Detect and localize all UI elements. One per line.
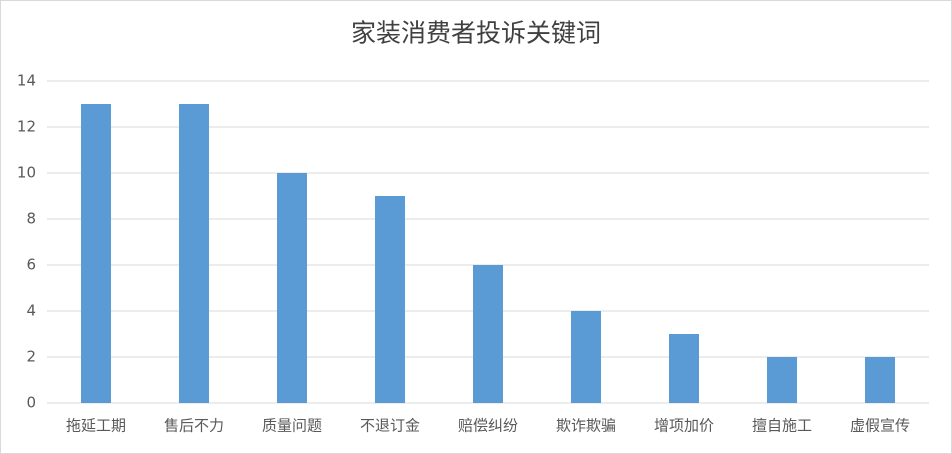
x-tick-label: 拖延工期: [66, 417, 126, 435]
y-tick-label: 12: [17, 118, 36, 136]
bar: [473, 265, 503, 403]
y-tick-label: 6: [26, 256, 36, 274]
y-tick-label: 0: [26, 394, 36, 412]
y-tick-label: 2: [26, 348, 36, 366]
y-tick-label: 10: [17, 164, 36, 182]
x-tick-label: 欺诈欺骗: [556, 417, 616, 435]
x-tick-label: 增项加价: [654, 417, 714, 435]
y-tick-label: 14: [17, 72, 36, 90]
x-tick-label: 售后不力: [164, 417, 224, 435]
bar: [81, 104, 111, 403]
bar: [375, 196, 405, 403]
bar: [277, 173, 307, 403]
bar: [571, 311, 601, 403]
x-tick-label: 不退订金: [360, 417, 420, 435]
y-tick-label: 4: [26, 302, 36, 320]
x-tick-label: 擅自施工: [752, 417, 812, 435]
x-tick-label: 虚假宣传: [850, 417, 910, 435]
chart-title: 家装消费者投诉关键词: [351, 19, 601, 48]
bar: [179, 104, 209, 403]
bar: [669, 334, 699, 403]
y-tick-label: 8: [26, 210, 36, 228]
bar: [865, 357, 895, 403]
bar: [767, 357, 797, 403]
x-tick-label: 赔偿纠纷: [458, 417, 518, 435]
x-tick-label: 质量问题: [262, 417, 322, 435]
